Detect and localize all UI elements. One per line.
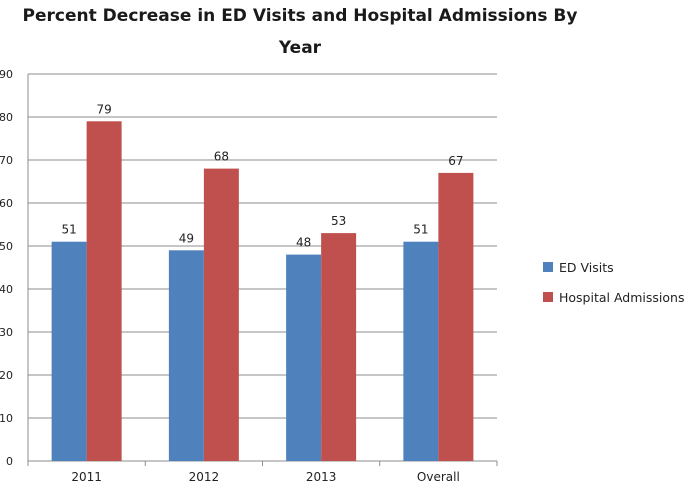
legend-swatch-ed-visits [543,262,553,272]
y-tick-label-50: 50 [0,240,13,253]
chart-title: Percent Decrease in ED Visits and Hospit… [22,6,578,58]
legend-item-hospital-admissions: Hospital Admissions [543,286,684,308]
legend-label-ed-visits: ED Visits [559,259,614,275]
y-tick-label-30: 30 [0,326,13,339]
x-tick-label-overall: Overall [417,470,460,484]
bar-hospital-admissions-2012 [203,168,239,461]
y-tick-label-60: 60 [0,197,13,210]
y-tick-label-40: 40 [0,283,13,296]
y-tick-label-80: 80 [0,111,13,124]
data-label-ed-visits-2012: 49 [179,231,194,245]
y-tick-label-70: 70 [0,154,13,167]
data-label-hospital-admissions-2013: 53 [331,214,346,228]
legend-swatch-hospital-admissions [543,292,553,302]
data-label-ed-visits-2011: 51 [61,223,76,237]
y-tick-label-20: 20 [0,369,13,382]
bar-hospital-admissions-2013 [321,233,357,461]
bar-hospital-admissions-2011 [86,121,122,462]
data-label-ed-visits-overall: 51 [413,223,428,237]
x-tick-label-2012: 2012 [189,470,220,484]
bar-hospital-admissions-overall [438,172,474,461]
bar-chart: 0 10 20 30 40 50 60 70 80 90 51 79 2011 49 68 2012 48 53 2… [0,68,498,484]
legend-label-hospital-admissions: Hospital Admissions [559,289,685,305]
data-label-ed-visits-2013: 48 [296,236,311,250]
data-label-hospital-admissions-overall: 67 [448,154,463,168]
bar-ed-visits-2013 [286,254,322,461]
bar-ed-visits-overall [403,241,439,461]
x-tick-label-2013: 2013 [306,470,337,484]
bar-ed-visits-2012 [168,250,204,461]
x-tick-label-2011: 2011 [71,470,102,484]
bar-ed-visits-2011 [51,241,87,461]
y-tick-label-10: 10 [0,412,13,425]
legend-item-ed-visits: ED Visits [543,256,684,278]
legend: ED Visits Hospital Admissions [543,256,684,316]
y-tick-label-0: 0 [6,455,13,468]
data-label-hospital-admissions-2011: 79 [96,102,111,116]
data-label-hospital-admissions-2012: 68 [214,150,229,164]
y-tick-label-90: 90 [0,68,13,81]
